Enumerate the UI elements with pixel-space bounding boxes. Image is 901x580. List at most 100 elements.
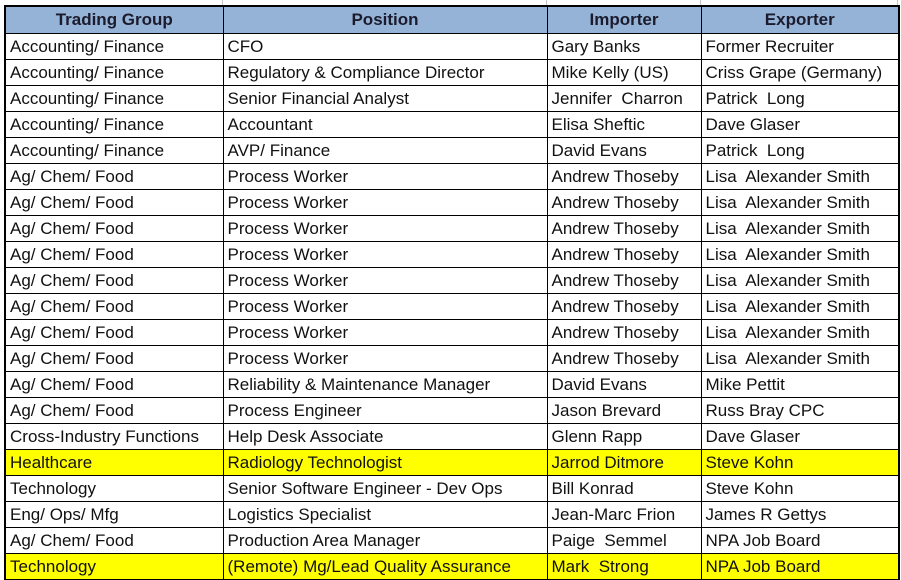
cell-position[interactable]: Process Worker <box>222 241 548 268</box>
table-row: Ag/ Chem/ Food Process Worker Andrew Those… <box>4 215 900 242</box>
column-header-exporter[interactable]: Exporter <box>700 5 900 34</box>
table-row: Cross-Industry Functions Help Desk Associ… <box>4 423 900 450</box>
cell-importer[interactable]: Jarrod Ditmore <box>546 449 702 476</box>
cell-trading-group[interactable]: Cross-Industry Functions <box>4 423 224 450</box>
cell-trading-group[interactable]: Ag/ Chem/ Food <box>4 267 224 294</box>
cell-trading-group[interactable]: Ag/ Chem/ Food <box>4 241 224 268</box>
cell-exporter[interactable]: Lisa Alexander Smith <box>700 319 900 346</box>
cell-position[interactable]: Accountant <box>222 111 548 138</box>
cell-trading-group[interactable]: Healthcare <box>4 449 224 476</box>
cell-exporter[interactable]: Dave Glaser <box>700 111 900 138</box>
cell-trading-group[interactable]: Accounting/ Finance <box>4 111 224 138</box>
cell-position[interactable]: Help Desk Associate <box>222 423 548 450</box>
cell-importer[interactable]: David Evans <box>546 137 702 164</box>
cell-position[interactable]: Process Worker <box>222 163 548 190</box>
cell-exporter[interactable]: Russ Bray CPC <box>700 397 900 424</box>
cell-trading-group[interactable]: Ag/ Chem/ Food <box>4 319 224 346</box>
cell-importer[interactable]: Andrew Thoseby <box>546 345 702 372</box>
cell-importer[interactable]: Bill Konrad <box>546 475 702 502</box>
cell-exporter[interactable]: Patrick Long <box>700 85 900 112</box>
cell-importer[interactable]: Andrew Thoseby <box>546 319 702 346</box>
cell-trading-group[interactable]: Accounting/ Finance <box>4 85 224 112</box>
cell-trading-group[interactable]: Ag/ Chem/ Food <box>4 345 224 372</box>
cell-importer[interactable]: Mike Kelly (US) <box>546 59 702 86</box>
cell-trading-group[interactable]: Technology <box>4 553 224 580</box>
table-row: Ag/ Chem/ Food Reliability & Maintenance … <box>4 371 900 398</box>
table-row: Accounting/ Finance Regulatory & Complian… <box>4 59 900 86</box>
cell-exporter[interactable]: Lisa Alexander Smith <box>700 267 900 294</box>
cell-position[interactable]: Process Worker <box>222 267 548 294</box>
cell-importer[interactable]: Gary Banks <box>546 33 702 60</box>
cell-importer[interactable]: Andrew Thoseby <box>546 241 702 268</box>
cell-exporter[interactable]: Lisa Alexander Smith <box>700 345 900 372</box>
cell-position[interactable]: (Remote) Mg/Lead Quality Assurance <box>222 553 548 580</box>
cell-importer[interactable]: Andrew Thoseby <box>546 267 702 294</box>
cell-position[interactable]: Radiology Technologist <box>222 449 548 476</box>
cell-exporter[interactable]: Lisa Alexander Smith <box>700 241 900 268</box>
cell-position[interactable]: Process Worker <box>222 215 548 242</box>
cell-position[interactable]: CFO <box>222 33 548 60</box>
cell-importer[interactable]: David Evans <box>546 371 702 398</box>
cell-trading-group[interactable]: Ag/ Chem/ Food <box>4 163 224 190</box>
column-header-position[interactable]: Position <box>222 5 548 34</box>
cell-position[interactable]: AVP/ Finance <box>222 137 548 164</box>
gridline-stub <box>700 0 701 5</box>
cell-trading-group[interactable]: Accounting/ Finance <box>4 33 224 60</box>
cell-exporter[interactable]: James R Gettys <box>700 501 900 528</box>
cell-trading-group[interactable]: Accounting/ Finance <box>4 137 224 164</box>
cell-position[interactable]: Process Engineer <box>222 397 548 424</box>
cell-importer[interactable]: Paige Semmel <box>546 527 702 554</box>
cell-exporter[interactable]: Lisa Alexander Smith <box>700 293 900 320</box>
cell-trading-group[interactable]: Accounting/ Finance <box>4 59 224 86</box>
cell-exporter[interactable]: Dave Glaser <box>700 423 900 450</box>
table-row: Ag/ Chem/ Food Process Worker Andrew Those… <box>4 293 900 320</box>
cell-position[interactable]: Process Worker <box>222 345 548 372</box>
cell-position[interactable]: Senior Software Engineer - Dev Ops <box>222 475 548 502</box>
cell-position[interactable]: Senior Financial Analyst <box>222 85 548 112</box>
cell-exporter[interactable]: Patrick Long <box>700 137 900 164</box>
cell-trading-group[interactable]: Ag/ Chem/ Food <box>4 371 224 398</box>
cell-trading-group[interactable]: Technology <box>4 475 224 502</box>
column-header-importer[interactable]: Importer <box>546 5 702 34</box>
cell-position[interactable]: Process Worker <box>222 319 548 346</box>
cell-position[interactable]: Reliability & Maintenance Manager <box>222 371 548 398</box>
cell-exporter[interactable]: Lisa Alexander Smith <box>700 163 900 190</box>
table-row: Accounting/ Finance AVP/ Finance David Eva… <box>4 137 900 164</box>
cell-trading-group[interactable]: Ag/ Chem/ Food <box>4 293 224 320</box>
cell-trading-group[interactable]: Ag/ Chem/ Food <box>4 189 224 216</box>
cell-position[interactable]: Logistics Specialist <box>222 501 548 528</box>
cell-exporter[interactable]: Criss Grape (Germany) <box>700 59 900 86</box>
cell-exporter[interactable]: Lisa Alexander Smith <box>700 215 900 242</box>
table-body: Accounting/ Finance CFO Gary Banks Former R… <box>4 33 900 580</box>
table-row: Eng/ Ops/ Mfg Logistics Specialist Jean-Ma… <box>4 501 900 528</box>
cell-position[interactable]: Process Worker <box>222 293 548 320</box>
cell-exporter[interactable]: Former Recruiter <box>700 33 900 60</box>
cell-position[interactable]: Process Worker <box>222 189 548 216</box>
cell-importer[interactable]: Jean-Marc Frion <box>546 501 702 528</box>
cell-trading-group[interactable]: Ag/ Chem/ Food <box>4 397 224 424</box>
table-row: Accounting/ Finance CFO Gary Banks Former R… <box>4 33 900 60</box>
cell-position[interactable]: Production Area Manager <box>222 527 548 554</box>
cell-trading-group[interactable]: Eng/ Ops/ Mfg <box>4 501 224 528</box>
cell-exporter[interactable]: NPA Job Board <box>700 553 900 580</box>
cell-importer[interactable]: Andrew Thoseby <box>546 189 702 216</box>
cell-position[interactable]: Regulatory & Compliance Director <box>222 59 548 86</box>
cell-importer[interactable]: Mark Strong <box>546 553 702 580</box>
cell-importer[interactable]: Glenn Rapp <box>546 423 702 450</box>
cell-trading-group[interactable]: Ag/ Chem/ Food <box>4 527 224 554</box>
cell-exporter[interactable]: Mike Pettit <box>700 371 900 398</box>
cell-exporter[interactable]: Steve Kohn <box>700 475 900 502</box>
cell-importer[interactable]: Elisa Sheftic <box>546 111 702 138</box>
cell-exporter[interactable]: Steve Kohn <box>700 449 900 476</box>
cell-exporter[interactable]: Lisa Alexander Smith <box>700 189 900 216</box>
table-row: Ag/ Chem/ Food Process Worker Andrew Those… <box>4 267 900 294</box>
cell-importer[interactable]: Andrew Thoseby <box>546 293 702 320</box>
cell-importer[interactable]: Andrew Thoseby <box>546 215 702 242</box>
cell-importer[interactable]: Jason Brevard <box>546 397 702 424</box>
cell-trading-group[interactable]: Ag/ Chem/ Food <box>4 215 224 242</box>
cell-exporter[interactable]: NPA Job Board <box>700 527 900 554</box>
cell-importer[interactable]: Andrew Thoseby <box>546 163 702 190</box>
cell-importer[interactable]: Jennifer Charron <box>546 85 702 112</box>
column-header-trading-group[interactable]: Trading Group <box>4 5 224 34</box>
